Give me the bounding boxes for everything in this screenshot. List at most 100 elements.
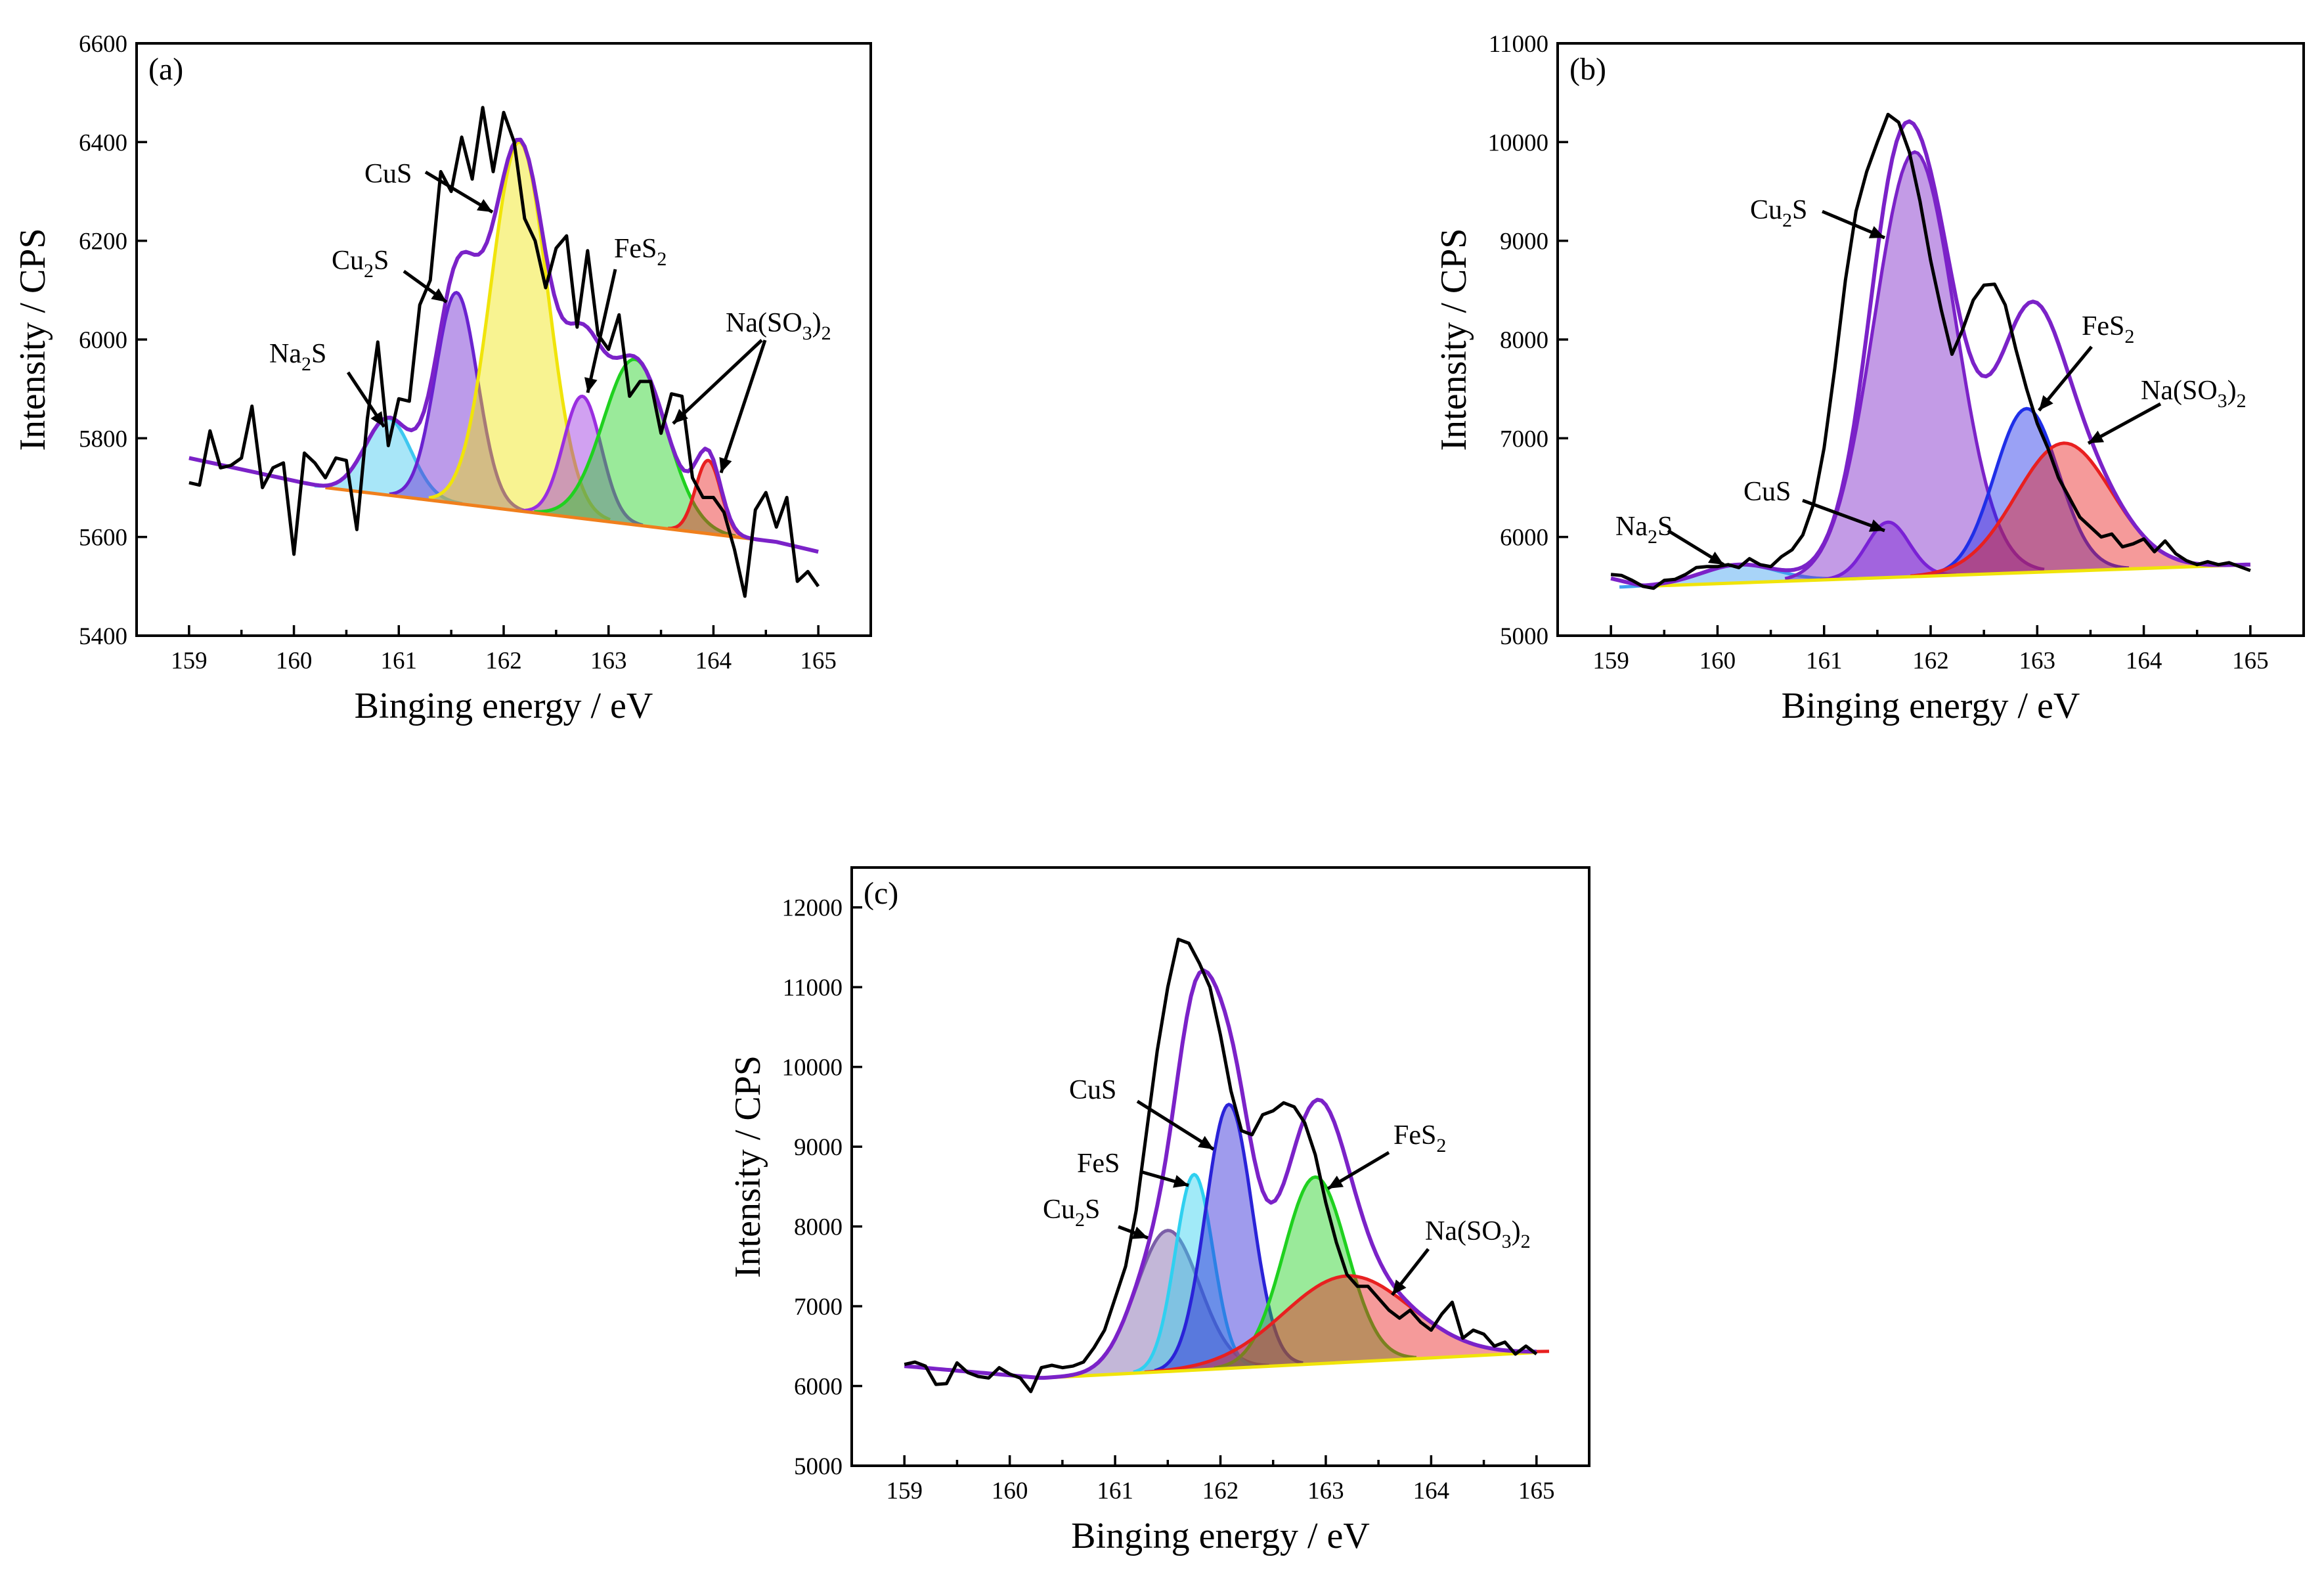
- peak-annotation: Na2S: [1615, 512, 1673, 548]
- arrow-head: [477, 199, 493, 212]
- x-tick-label: 159: [171, 648, 208, 674]
- peak-fill-2: [429, 142, 610, 522]
- annotation-arrow: [672, 339, 763, 425]
- peak-line-1: [1133, 1172, 1256, 1374]
- peak-fill-3: [1214, 1177, 1416, 1369]
- arrow-head: [1392, 1279, 1407, 1295]
- peak-annotation: Cu2S: [332, 246, 389, 282]
- y-tick-label: 6000: [79, 327, 127, 354]
- x-tick-label: 162: [485, 648, 522, 674]
- peak-line-1: [389, 290, 525, 512]
- panel-label: (b): [1569, 52, 1606, 87]
- peak-annotation: Na2S: [269, 339, 326, 375]
- peak-annotation: Cu2S: [1750, 195, 1807, 231]
- y-tick-label: 6000: [794, 1374, 843, 1401]
- x-tick-label: 165: [800, 648, 837, 674]
- peak-line-1: [1820, 520, 1956, 582]
- raw-spectrum: [904, 937, 1538, 1394]
- y-tick-label: 6200: [79, 229, 127, 255]
- y-tick-label: 5000: [794, 1453, 843, 1480]
- peak-annotation: FeS2: [614, 234, 667, 270]
- peak-fill-3: [521, 396, 643, 526]
- y-tick-label: 10000: [782, 1055, 843, 1082]
- x-tick-label: 159: [886, 1478, 923, 1505]
- x-tick-label: 165: [1518, 1478, 1555, 1505]
- panel-label: (c): [864, 876, 898, 911]
- arrow-head: [1328, 1176, 1344, 1189]
- arrow-head: [719, 457, 732, 473]
- peak-annotation: Na(SO3)2: [1425, 1216, 1531, 1252]
- arrow-head: [370, 411, 384, 427]
- y-tick-label: 8000: [1500, 327, 1548, 354]
- y-tick-label: 11000: [1489, 31, 1548, 58]
- peak-fill-2: [1785, 152, 2044, 582]
- arrow-head: [673, 408, 688, 424]
- x-tick-label: 164: [2126, 648, 2162, 674]
- arrow-head: [1198, 1135, 1214, 1149]
- raw-spectrum: [188, 106, 820, 598]
- y-tick-label: 7000: [794, 1294, 843, 1321]
- x-tick-label: 161: [1806, 648, 1843, 674]
- peak-line-3: [1214, 1175, 1417, 1370]
- panel-label: (a): [148, 52, 183, 87]
- y-tick-label: 8000: [794, 1214, 843, 1241]
- annotation-arrow: [719, 340, 767, 473]
- arrow-head: [1708, 552, 1724, 565]
- y-tick-label: 6000: [1500, 525, 1548, 552]
- baseline: [325, 486, 777, 544]
- peak-fill-4: [534, 359, 735, 537]
- peak-line-4: [534, 357, 736, 538]
- arrow-head: [2088, 430, 2105, 443]
- peak-annotation: Cu2S: [1043, 1195, 1100, 1231]
- y-tick-label: 6400: [79, 129, 127, 156]
- x-tick-label: 165: [2232, 648, 2269, 674]
- y-tick-label: 6600: [79, 31, 127, 58]
- x-tick-label: 161: [381, 648, 418, 674]
- y-tick-label: 7000: [1500, 426, 1548, 452]
- arrow-head: [2039, 395, 2053, 410]
- peak-fill-0: [314, 418, 462, 504]
- y-tick-label: 10000: [1488, 129, 1549, 156]
- peak-fill-4: [1145, 1275, 1549, 1373]
- peak-annotation: CuS: [1743, 477, 1791, 507]
- arrow-head: [584, 377, 598, 393]
- arrow-head: [431, 288, 447, 302]
- panel-c: 159 160 161 162 163 164 165 5000 6000 7000 8000 900…: [728, 866, 1590, 1556]
- annotation-arrow: [586, 269, 617, 393]
- peak-annotation: FeS2: [2082, 311, 2134, 347]
- annotation-arrow: [1136, 1099, 1215, 1151]
- x-tick-label: 162: [1202, 1478, 1239, 1505]
- x-tick-label: 160: [1699, 648, 1736, 674]
- y-tick-label: 9000: [1500, 229, 1548, 255]
- peak-fill-2: [1154, 1104, 1304, 1373]
- y-tick-label: 5000: [1500, 623, 1548, 650]
- y-axis-label: Intensity / CPS: [728, 1055, 768, 1278]
- peak-annotation: FeS2: [1393, 1120, 1446, 1156]
- x-axis-label: Binging energy / eV: [1071, 1516, 1370, 1556]
- x-axis-label: Binging energy / eV: [355, 686, 653, 726]
- x-tick-label: 163: [1307, 1478, 1344, 1505]
- x-tick-label: 164: [695, 648, 732, 674]
- peak-fill-4: [1910, 443, 2218, 577]
- panel-a: 159 160 161 162 163 164 165 5400 5600 5800 6000 620…: [12, 31, 872, 726]
- x-tick-label: 163: [2019, 648, 2056, 674]
- peak-annotation: Na(SO3)2: [2141, 376, 2247, 412]
- x-tick-label: 159: [1592, 648, 1629, 674]
- peak-fill-1: [389, 292, 524, 512]
- y-tick-label: 5400: [79, 623, 127, 650]
- peak-annotation: FeS: [1077, 1149, 1120, 1179]
- peak-line-3: [1923, 406, 2130, 577]
- x-axis-label: Binging energy / eV: [1782, 686, 2080, 726]
- y-tick-label: 12000: [782, 895, 843, 922]
- peak-line-3: [521, 394, 644, 527]
- raw-spectrum: [1610, 112, 2251, 590]
- y-axis-label: Intensity / CPS: [1434, 228, 1474, 450]
- baseline: [1041, 1351, 1537, 1380]
- peak-fill-3: [1924, 408, 2129, 577]
- arrow-head: [1868, 519, 1885, 532]
- fit-envelope: [188, 137, 819, 554]
- x-tick-label: 163: [590, 648, 627, 674]
- y-tick-label: 5800: [79, 426, 127, 452]
- x-tick-label: 160: [276, 648, 313, 674]
- x-tick-label: 161: [1097, 1478, 1133, 1505]
